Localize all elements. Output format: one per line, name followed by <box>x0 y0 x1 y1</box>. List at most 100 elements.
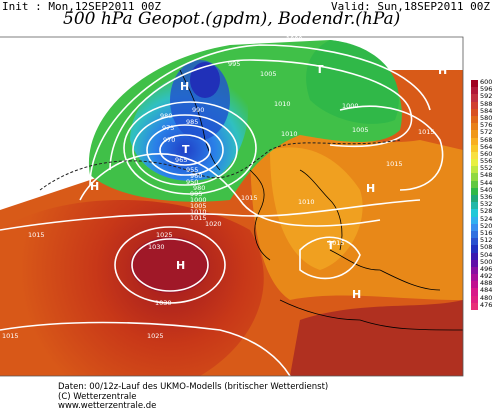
isobar-label-980: 980 <box>160 112 172 120</box>
isobar-label-975: 975 <box>162 124 174 132</box>
isobar-label-1005n: 1005 <box>260 70 277 78</box>
colorbar-step: 516 <box>471 229 500 239</box>
colorbar-swatch <box>471 202 478 210</box>
colorbar-swatch <box>471 195 478 203</box>
colorbar-legend: 600 596 592 588 584 580 576 572 568 564 560 556 552 5… <box>471 79 500 310</box>
colorbar-step: 532 <box>471 201 500 210</box>
isobar-label-970: 970 <box>163 136 175 144</box>
colorbar-swatch <box>471 94 478 102</box>
geopotential-high-atlantic <box>0 200 264 376</box>
colorbar-level-label: 528 <box>480 207 493 216</box>
colorbar-level-label: 476 <box>480 300 493 309</box>
isobar-1005 <box>89 44 431 186</box>
colorbar-swatch <box>471 80 478 88</box>
colorbar-step: 592 <box>471 92 500 102</box>
colorbar-swatch <box>471 216 478 224</box>
colorbar-swatch <box>471 209 478 217</box>
colorbar-step: 548 <box>471 172 500 181</box>
colorbar-level-label: 492 <box>480 272 493 281</box>
colorbar-swatch <box>471 187 478 195</box>
colorbar-swatch <box>471 274 478 282</box>
geopotential-core-high <box>130 237 210 293</box>
colorbar-swatch <box>471 137 478 145</box>
isobar-990 <box>123 101 257 195</box>
colorbar-step: 564 <box>471 143 500 152</box>
greenland-coast <box>179 69 221 171</box>
colorbar-step: 552 <box>471 165 500 174</box>
isobar-label-980b: 980 <box>193 184 205 192</box>
colorbar-level-label: 572 <box>480 128 493 137</box>
isobar-label-1000: 1000 <box>286 35 303 43</box>
colorbar-level-label: 536 <box>480 193 493 201</box>
colorbar-level-label: 592 <box>480 92 493 101</box>
colorbar-level-label: 480 <box>480 293 493 302</box>
isobar-1015 <box>0 199 421 231</box>
colorbar-step: 524 <box>471 214 500 224</box>
isobar-970 <box>146 124 224 176</box>
north-africa-coast <box>279 299 463 331</box>
colorbar-level-label: 568 <box>480 135 493 144</box>
isobar-label-1005b: 1005 <box>190 202 207 210</box>
colorbar-swatch <box>471 108 478 116</box>
isobar-960 <box>159 134 211 166</box>
isobar-label-1015c: 1010 <box>281 130 298 138</box>
isobar-label-1025: 1025 <box>156 231 173 239</box>
map-title: 500 hPa Geopot.(gpdm), Bodendr.(hPa) <box>63 9 401 29</box>
isobar-label-1005e: 1005 <box>352 126 369 134</box>
geopotential-trough-north <box>306 40 399 124</box>
colorbar-step: 488 <box>471 280 500 289</box>
isobar-1000 <box>109 59 413 171</box>
high-label-central: H <box>366 182 375 195</box>
isobar-label-1015uk: 1015 <box>241 194 258 202</box>
colorbar-swatch <box>471 288 478 296</box>
colorbar-level-label: 560 <box>480 149 493 158</box>
colorbar-swatch <box>471 230 478 239</box>
isobar-980 <box>132 114 238 186</box>
colorbar-step: 512 <box>471 237 500 246</box>
isobar-label-1015med: 1015 <box>328 239 345 247</box>
colorbar-level-label: 584 <box>480 106 493 115</box>
colorbar-swatch <box>471 302 478 310</box>
isobar-label-1030: 1030 <box>148 243 165 251</box>
low-label-med: T <box>327 239 335 252</box>
colorbar-level-label: 504 <box>480 250 493 259</box>
mediterranean-coast <box>329 249 441 291</box>
colorbar-level-label: 588 <box>480 99 493 108</box>
colorbar-step: 476 <box>471 300 500 310</box>
isobar-1020 <box>0 321 291 376</box>
colorbar-step: 536 <box>471 193 500 203</box>
high-label-northeast: H <box>438 64 447 77</box>
high-label-west: H <box>90 180 99 193</box>
colorbar-step: 600 <box>471 79 500 88</box>
colorbar-step: 596 <box>471 86 500 95</box>
colorbar-swatch <box>471 252 478 260</box>
footer-website: www.wetterzentrale.de <box>58 401 157 411</box>
colorbar-step: 572 <box>471 128 500 138</box>
colorbar-step: 544 <box>471 178 500 188</box>
colorbar-level-label: 524 <box>480 214 493 223</box>
isobar-label-985: 985 <box>186 118 198 126</box>
colorbar-swatch <box>471 144 478 152</box>
colorbar-swatch <box>471 223 478 231</box>
colorbar-step: 492 <box>471 272 500 282</box>
geopotential-south-east <box>290 300 463 376</box>
isobar-label-995: 995 <box>228 60 240 68</box>
colorbar-swatch <box>471 173 478 181</box>
isobar-label-1015e: 1015 <box>386 160 403 168</box>
colorbar-swatch <box>471 238 478 246</box>
colorbar-level-label: 496 <box>480 264 493 273</box>
colorbar-step: 496 <box>471 264 500 275</box>
colorbar-step: 556 <box>471 158 500 167</box>
colorbar-step: 528 <box>471 207 500 217</box>
isobar-label-950: 950 <box>186 178 198 186</box>
init-time: Init : Mon,12SEP2011 00Z <box>2 0 161 13</box>
geopotential-ridge <box>270 147 363 270</box>
colorbar-swatch <box>471 259 478 267</box>
isobar-label-1015m: 1010 <box>298 198 315 206</box>
isobar-label-1010ne: 1015 <box>418 128 435 136</box>
valid-time: Valid: Sun,18SEP2011 00Z <box>331 0 490 13</box>
colorbar-level-label: 544 <box>480 178 493 187</box>
colorbar-swatch <box>471 115 478 124</box>
high-label-south: H <box>352 288 361 301</box>
colorbar-step: 540 <box>471 186 500 195</box>
